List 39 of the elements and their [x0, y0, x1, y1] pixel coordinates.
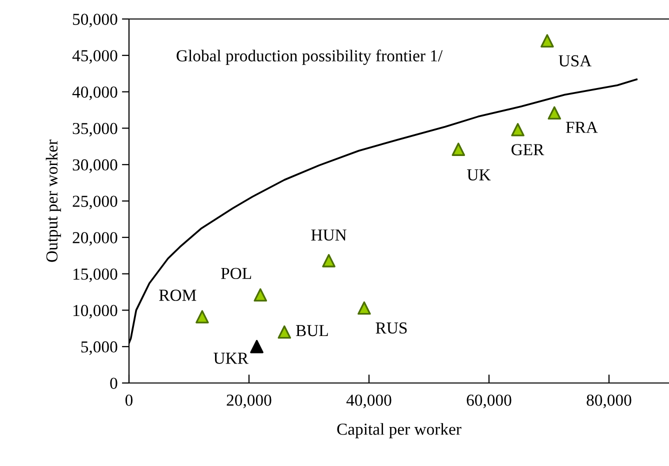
y-tick-label: 5,000 — [81, 341, 118, 355]
point — [322, 254, 336, 268]
annotation: GER — [512, 144, 544, 156]
annotation: USA — [558, 55, 592, 66]
annotation: Global production possibility frontier 1/ — [176, 50, 443, 65]
annotation: POL — [221, 268, 252, 280]
point — [254, 288, 268, 302]
x-tick-label: 20,000 — [226, 394, 272, 408]
y-tick-label: 25,000 — [72, 196, 118, 210]
y-axis-title: Output per worker — [46, 140, 61, 262]
annotation: FRA — [566, 122, 598, 133]
y-tick-label: 0 — [110, 378, 118, 389]
point — [250, 340, 264, 354]
point — [511, 123, 524, 136]
point — [548, 106, 562, 120]
point — [278, 325, 292, 339]
annotation: ROM — [159, 290, 196, 301]
x-tick-label: 80,000 — [586, 394, 632, 408]
y-tick-label: 40,000 — [72, 86, 118, 100]
annotation: UKR — [214, 352, 248, 364]
y-tick-label: 30,000 — [72, 159, 118, 173]
annotation: UK — [467, 169, 491, 180]
y-tick-label: 50,000 — [73, 14, 118, 28]
point — [540, 34, 554, 48]
annotation: RUS — [376, 322, 407, 334]
x-tick-label: 60,000 — [466, 394, 512, 408]
x-axis-title: Capital per worker — [337, 423, 462, 438]
y-tick-label: 20,000 — [72, 232, 118, 246]
point — [196, 310, 209, 324]
point — [452, 142, 466, 156]
y-tick-label: 45,000 — [72, 50, 118, 64]
y-tick-label: 35,000 — [72, 122, 118, 137]
point — [358, 301, 371, 315]
y-tick-label: 10,000 — [74, 304, 118, 319]
annotation: HUN — [311, 230, 346, 241]
annotation: BUL — [296, 325, 328, 336]
y-tick-label: 15,000 — [74, 268, 118, 282]
x-tick-label: 40,000 — [346, 394, 392, 408]
x-tick-label: 0 — [125, 394, 133, 406]
